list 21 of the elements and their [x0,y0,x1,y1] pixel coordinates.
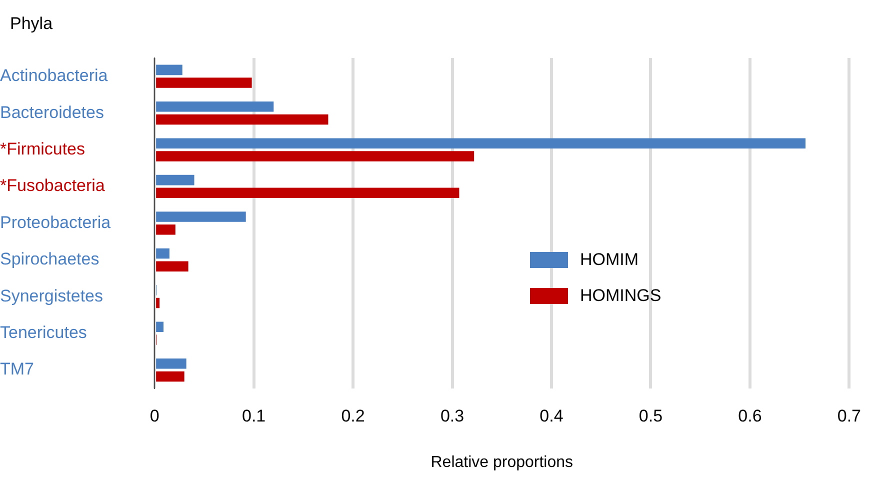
x-axis-title: Relative proportions [430,454,574,471]
y-tick-label: Spirochaetes [0,250,100,269]
y-tick-label: Proteobacteria [0,212,112,232]
x-tick-label: 0.2 [341,406,365,426]
y-tick-label: Bacteroidetes [0,102,104,122]
y-tick-label: TM7 [0,360,34,379]
x-tick-label: 0.7 [837,406,862,426]
y-tick-label: *Firmicutes [0,139,86,158]
x-tick-label: 0.5 [638,406,663,426]
y-tick-label: Actinobacteria [0,66,108,86]
x-tick-label: 0.3 [440,406,464,426]
y-tick-label: Tenericutes [0,323,87,342]
legend-label: HOMIM [580,250,639,270]
x-tick-label: 0.6 [738,406,762,426]
x-tick-label: 0.4 [540,406,564,426]
y-tick-label: *Fusobacteria [0,176,106,196]
x-tick-label: 0 [150,406,160,426]
y-tick-label: Synergistetes [0,286,103,306]
x-tick-label: 0.1 [242,406,266,426]
y-axis-title: Phyla [10,14,53,34]
legend-label: HOMINGS [580,286,662,306]
